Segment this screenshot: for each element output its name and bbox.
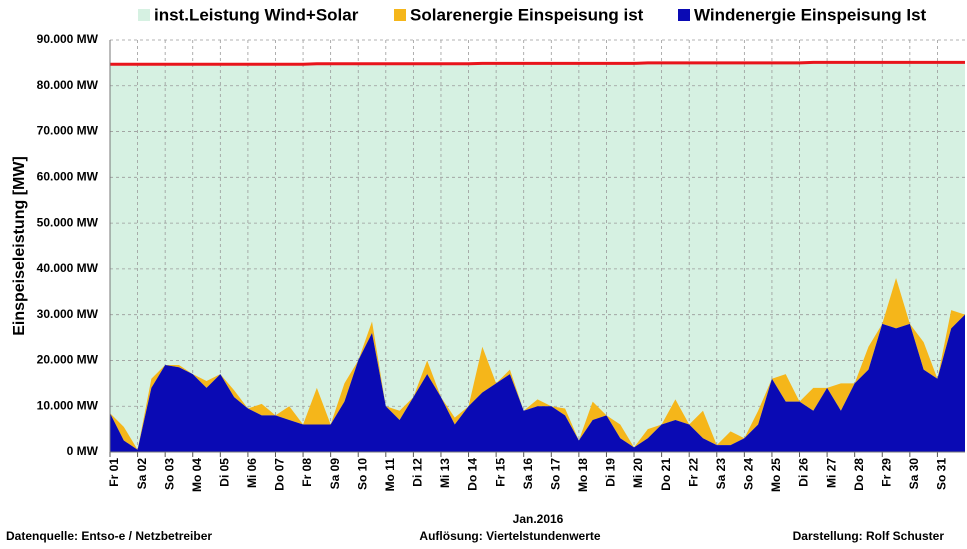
capacity-line — [110, 60, 965, 66]
x-tick-label: Mo 04 — [190, 458, 204, 492]
x-tick-label: Mo 25 — [769, 458, 783, 492]
y-tick-label: 30.000 MW — [37, 307, 99, 321]
capacity-area — [110, 62, 965, 452]
x-tick-label: Fr 29 — [879, 458, 893, 487]
x-tick-label: So 10 — [355, 458, 369, 490]
x-tick-label: Mi 20 — [631, 458, 645, 488]
footer-source: Datenquelle: Entso-e / Netzbetreiber — [6, 529, 212, 543]
x-tick-label: Mi 27 — [824, 458, 838, 488]
x-tick-label: So 17 — [548, 458, 562, 490]
y-tick-label: 80.000 MW — [37, 78, 99, 92]
y-tick-label: 90.000 MW — [37, 32, 99, 46]
y-axis-title: Einspeiseleistung [MW] — [11, 156, 28, 336]
x-tick-label: Mo 18 — [576, 458, 590, 492]
legend-swatch — [678, 9, 690, 21]
x-tick-label: So 24 — [742, 458, 756, 490]
x-tick-label: Fr 01 — [107, 458, 121, 487]
x-tick-label: Di 19 — [604, 458, 618, 487]
y-tick-label: 70.000 MW — [37, 124, 99, 138]
footer-resolution: Auflösung: Viertelstundenwerte — [419, 529, 600, 543]
x-tick-label: So 03 — [162, 458, 176, 490]
footer-author: Darstellung: Rolf Schuster — [793, 529, 945, 543]
x-tick-label: Sa 09 — [328, 458, 342, 490]
y-tick-label: 10.000 MW — [37, 398, 99, 412]
x-tick-label: Mo 11 — [383, 458, 397, 492]
wind-area — [110, 314, 965, 452]
y-tick-label: 50.000 MW — [37, 215, 99, 229]
legend-swatch — [138, 9, 150, 21]
x-tick-label: Do 21 — [659, 458, 673, 491]
x-tick-label: Sa 23 — [714, 458, 728, 490]
x-tick-label: Do 28 — [852, 458, 866, 491]
x-tick-label: Fr 22 — [686, 458, 700, 487]
x-tick-label: Di 26 — [797, 458, 811, 487]
legend-label: Windenergie Einspeisung Ist — [694, 5, 927, 24]
y-tick-label: 0 MW — [67, 444, 99, 458]
y-tick-label: 20.000 MW — [37, 353, 99, 367]
x-tick-label: Di 12 — [411, 458, 425, 487]
x-tick-label: Fr 08 — [300, 458, 314, 487]
legend-label: Solarenergie Einspeisung ist — [410, 5, 644, 24]
x-tick-label: Do 14 — [466, 458, 480, 491]
x-tick-label: Di 05 — [217, 458, 231, 487]
x-tick-label: Sa 30 — [907, 458, 921, 490]
x-tick-label: Sa 02 — [135, 458, 149, 490]
legend-swatch — [394, 9, 406, 21]
y-tick-label: 40.000 MW — [37, 261, 99, 275]
x-tick-label: Mi 13 — [438, 458, 452, 488]
solar-area — [110, 278, 965, 450]
x-tick-label: Do 07 — [273, 458, 287, 491]
x-tick-label: Sa 16 — [521, 458, 535, 490]
legend-label: inst.Leistung Wind+Solar — [154, 5, 359, 24]
x-tick-label: Mi 06 — [245, 458, 259, 488]
y-tick-label: 60.000 MW — [37, 170, 99, 184]
x-tick-label: Fr 15 — [493, 458, 507, 487]
x-axis-title: Jan.2016 — [513, 512, 564, 526]
x-tick-label: So 31 — [935, 458, 949, 490]
